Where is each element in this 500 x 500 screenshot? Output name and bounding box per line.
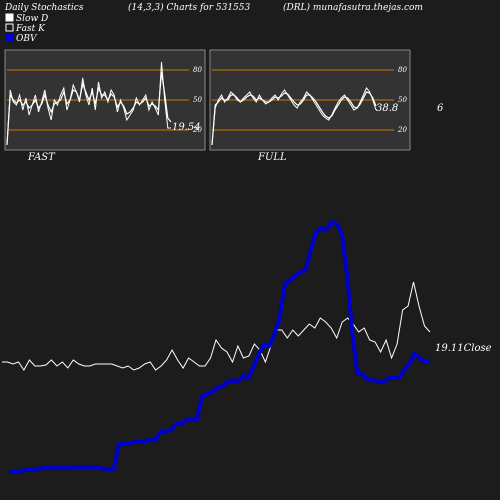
fast-tick-label-20: 20	[192, 126, 202, 134]
fast-series-line-0	[6, 61, 171, 146]
legend-swatch-fast-k	[5, 23, 14, 32]
fast-tick-label-80: 80	[193, 66, 202, 74]
close-label: 19.11Close	[435, 343, 492, 354]
fast-series-line-1	[6, 71, 172, 146]
price-line	[2, 281, 431, 371]
fast-last-value: 19.54	[172, 122, 201, 133]
full-label: FULL	[257, 152, 287, 163]
legend-label-slow-d: Slow D	[16, 14, 48, 24]
header-title-mid: (14,3,3) Charts for 531553	[128, 2, 250, 13]
main-panel	[2, 220, 431, 474]
fast-label: FAST	[27, 152, 56, 163]
full-tick-label-50: 50	[398, 96, 407, 104]
full-last-value: 38.8	[376, 103, 398, 114]
full-series-line-1	[211, 91, 377, 146]
full-tick-label-80: 80	[398, 66, 407, 74]
full-panel: 80 50 20 38.8 FULL	[209, 49, 411, 163]
fast-panel: 80 50 20 19.54 FAST	[4, 49, 206, 163]
legend-swatch-obv	[5, 33, 14, 42]
right-value-label: 6	[437, 103, 444, 114]
header-title-left: Daily Stochastics	[4, 3, 84, 13]
legend-label-obv: OBV	[16, 34, 38, 44]
fast-tick-label-50: 50	[193, 96, 202, 104]
obv-line	[10, 220, 431, 474]
full-tick-label-20: 20	[397, 126, 407, 134]
legend-swatch-slow-d	[5, 13, 14, 22]
header-title-right: (DRL) munafasutra.thejas.com	[283, 2, 423, 13]
legend-label-fast-k: Fast K	[15, 24, 46, 34]
legend: Slow D Fast K OBV	[5, 13, 48, 44]
